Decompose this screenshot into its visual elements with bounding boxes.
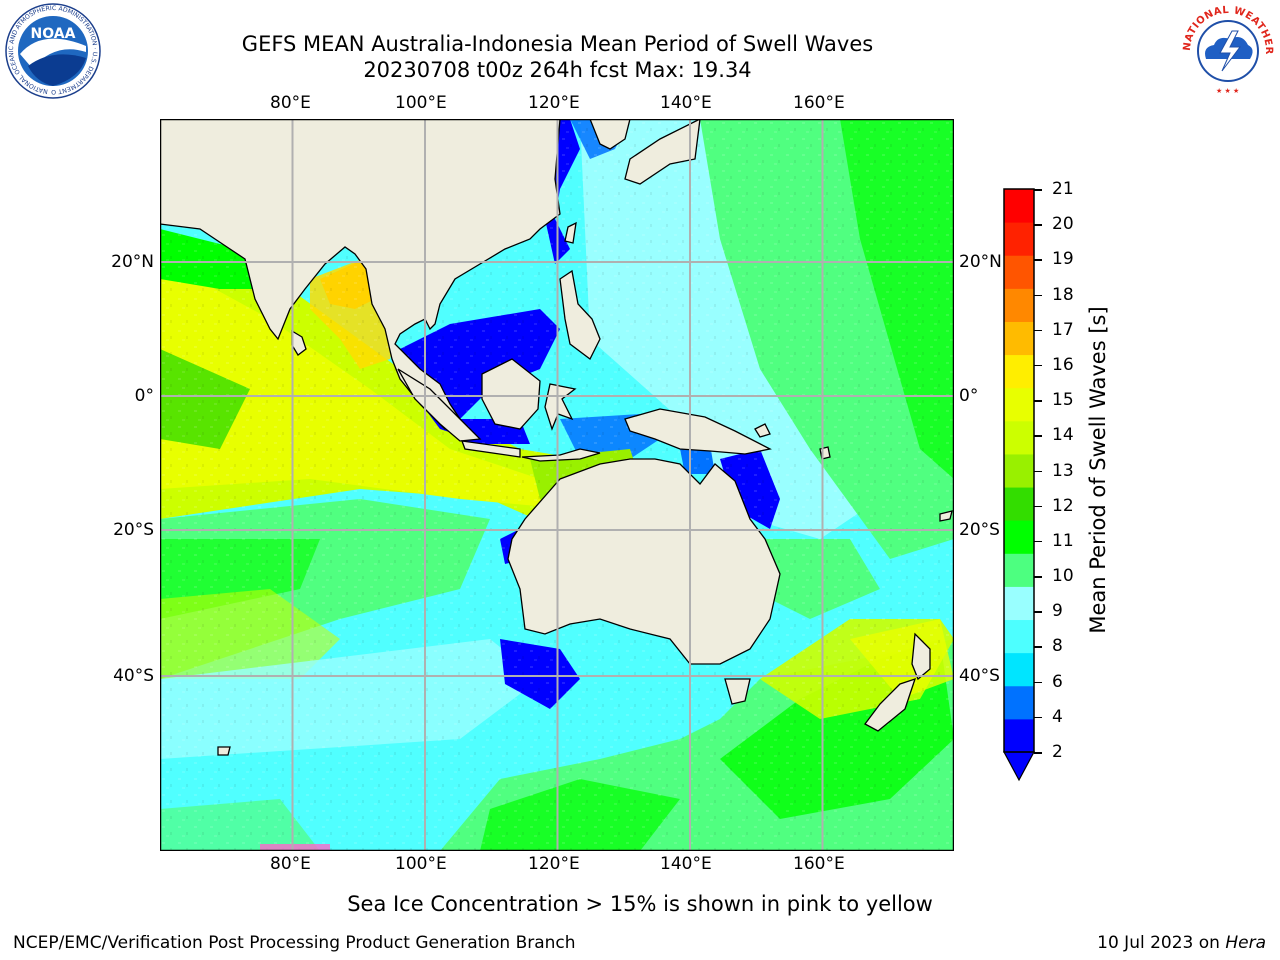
colorbar-tick-label: 19 <box>1052 249 1074 270</box>
colorbar-tick-label: 20 <box>1052 214 1074 235</box>
lat-label-left-0: 0° <box>134 386 154 406</box>
noaa-logo: NATIONAL OCEANIC AND ATMOSPHERIC ADMINIS… <box>2 2 101 99</box>
colorbar-segment <box>1004 718 1034 753</box>
colorbar-tick-label: 9 <box>1052 601 1063 622</box>
colorbar-tick-mark <box>1034 189 1042 191</box>
colorbar-tick-label: 18 <box>1052 284 1074 305</box>
map-frame <box>160 119 954 851</box>
lon-label-top-120e: 120°E <box>528 93 580 113</box>
colorbar-segment <box>1004 520 1034 554</box>
svg-text:★ ★ ★: ★ ★ ★ <box>1216 87 1239 95</box>
lat-label-left-40s: 40°S <box>113 666 154 686</box>
colorbar-tick-mark <box>1034 611 1042 613</box>
colorbar-segment <box>1004 222 1034 256</box>
lon-label-top-160e: 160°E <box>793 93 845 113</box>
page-title: GEFS MEAN Australia-Indonesia Mean Perio… <box>241 32 874 56</box>
colorbar-segment <box>1004 189 1034 223</box>
colorbar-tick-mark <box>1034 470 1042 472</box>
colorbar-tick-mark <box>1034 400 1042 402</box>
colorbar-segment <box>1004 321 1034 356</box>
colorbar-tick-label: 16 <box>1052 354 1074 375</box>
footer-branch: NCEP/EMC/Verification Post Processing Pr… <box>13 933 576 953</box>
colorbar-segment <box>1004 685 1034 720</box>
lon-label-bottom-80e: 80°E <box>270 854 311 874</box>
colorbar-segment <box>1004 553 1034 587</box>
colorbar-tick-mark <box>1034 294 1042 297</box>
colorbar-tick-label: 4 <box>1052 706 1063 727</box>
colorbar-tick-mark <box>1034 364 1042 367</box>
colorbar-tick-mark <box>1034 646 1042 648</box>
colorbar-extend-arrow <box>1002 751 1036 782</box>
lon-label-top-100e: 100°E <box>395 93 447 113</box>
colorbar-tick-mark <box>1034 752 1042 754</box>
colorbar-tick-label: 8 <box>1052 636 1063 657</box>
colorbar-tick-label: 11 <box>1052 530 1074 551</box>
lat-label-right-40s: 40°S <box>959 666 1000 686</box>
colorbar-tick-mark <box>1034 540 1042 543</box>
noaa-logo-text: NOAA <box>31 26 76 42</box>
colorbar-tick-mark <box>1034 224 1042 226</box>
lon-label-bottom-160e: 160°E <box>793 854 845 874</box>
colorbar-tick-label: 2 <box>1052 742 1063 762</box>
lat-label-right-0: 0° <box>959 386 979 406</box>
colorbar-tick-mark <box>1034 435 1042 437</box>
colorbar-segment <box>1004 487 1034 521</box>
colorbar-tick-mark <box>1034 681 1042 684</box>
lat-label-right-20n: 20°N <box>959 252 1002 272</box>
sea-ice-note: Sea Ice Concentration > 15% is shown in … <box>347 892 933 916</box>
colorbar-label: Mean Period of Swell Waves [s] <box>1086 306 1110 634</box>
colorbar-segment <box>1004 288 1034 322</box>
colorbar-segment <box>1004 619 1034 654</box>
lat-label-left-20n: 20°N <box>111 252 154 272</box>
colorbar-tick-mark <box>1034 259 1042 261</box>
colorbar-tick-mark <box>1034 716 1042 719</box>
colorbar-tick-label: 14 <box>1052 425 1074 446</box>
colorbar-tick-label: 17 <box>1052 319 1074 340</box>
land-masses <box>160 119 953 756</box>
footer-date-text: 10 Jul 2023 on <box>1097 933 1226 953</box>
colorbar-tick-label: 10 <box>1052 566 1074 587</box>
colorbar-tick-label: 6 <box>1052 671 1063 692</box>
colorbar-segment <box>1004 453 1034 488</box>
page-subtitle: 20230708 t00z 264h fcst Max: 19.34 <box>363 58 752 82</box>
colorbar-tick-mark <box>1034 576 1042 578</box>
colorbar <box>1002 188 1036 782</box>
nws-logo: NATIONAL WEATHER SERVICE ★ ★ ★ <box>1176 1 1274 97</box>
swell-period-map <box>160 119 954 851</box>
lon-label-bottom-140e: 140°E <box>660 854 712 874</box>
colorbar-tick-mark <box>1034 329 1042 332</box>
colorbar-segment <box>1004 652 1034 687</box>
colorbar-tick-label: 21 <box>1052 179 1074 199</box>
lat-label-right-20s: 20°S <box>959 520 1000 540</box>
colorbar-tick-label: 15 <box>1052 390 1074 411</box>
lon-label-bottom-100e: 100°E <box>395 854 447 874</box>
colorbar-segment <box>1004 354 1034 389</box>
colorbar-tick-label: 12 <box>1052 495 1074 516</box>
lon-label-bottom-120e: 120°E <box>528 854 580 874</box>
colorbar-segment <box>1004 586 1034 621</box>
graticule <box>160 119 954 851</box>
colorbar-segment <box>1004 387 1034 422</box>
colorbar-segment <box>1004 420 1034 455</box>
lon-label-top-140e: 140°E <box>660 93 712 113</box>
footer-host: Hera <box>1225 933 1266 953</box>
colorbar-tick-label: 13 <box>1052 460 1074 481</box>
colorbar-tick-mark <box>1034 505 1042 508</box>
lat-label-left-20s: 20°S <box>113 520 154 540</box>
lon-label-top-80e: 80°E <box>270 93 311 113</box>
footer-date: 10 Jul 2023 on Hera <box>1097 933 1266 953</box>
colorbar-segment <box>1004 255 1034 289</box>
